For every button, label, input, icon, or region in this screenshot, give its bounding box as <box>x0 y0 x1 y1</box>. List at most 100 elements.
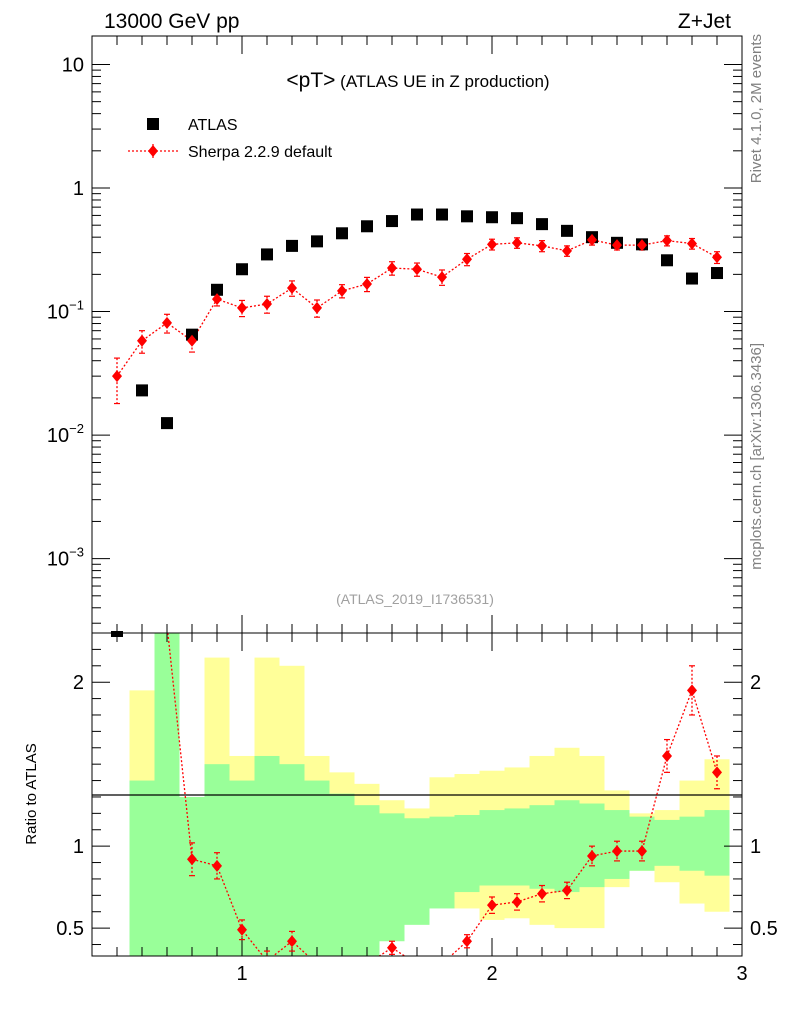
mc-point <box>187 334 197 347</box>
chart-title: <pT> (ATLAS UE in Z production) <box>286 69 549 92</box>
inner-uncertainty-band <box>654 819 680 866</box>
y-tick-label-base: 10 <box>47 549 69 571</box>
y-tick-label-base: 1 <box>73 178 84 200</box>
ratio-mc-point <box>512 895 522 908</box>
ratio-mc-point <box>612 845 622 858</box>
mc-point <box>712 251 722 264</box>
atlas-data-point <box>436 208 448 221</box>
header-right-label: Z+Jet <box>678 10 731 33</box>
ratio-mc-line <box>167 633 718 956</box>
inner-uncertainty-band <box>329 793 355 956</box>
mc-point <box>512 236 522 249</box>
inner-uncertainty-band <box>479 810 505 886</box>
inner-uncertainty-band <box>304 780 330 956</box>
atlas-data-point <box>211 283 223 296</box>
inner-uncertainty-band <box>454 814 480 893</box>
y-tick-label-exponent: −3 <box>69 545 84 560</box>
atlas-data-point <box>661 254 673 267</box>
mc-point <box>412 263 422 276</box>
mcplots-label: mcplots.cern.ch [arXiv:1306.3436] <box>748 343 765 570</box>
ratio-mc-point <box>462 935 472 948</box>
inner-uncertainty-band <box>604 810 630 879</box>
ratio-ticks: 0.5 0.5 1 1 2 2 1 2 3 <box>56 633 778 985</box>
mc-point <box>612 239 622 252</box>
legend-data-marker <box>147 118 159 130</box>
ratio-mc-point <box>187 853 197 866</box>
ratio-mc-point <box>687 684 697 697</box>
y-tick-label: 10 <box>62 54 84 76</box>
y-tick-label: 10−2 <box>47 421 84 447</box>
atlas-data-point <box>311 235 323 248</box>
ratio-y-tick-label-right: 0.5 <box>750 918 778 940</box>
inner-uncertainty-band <box>554 800 580 893</box>
ratio-bands <box>129 633 730 956</box>
inner-uncertainty-band <box>254 755 280 956</box>
inner-uncertainty-band <box>679 816 705 871</box>
mc-point <box>312 301 322 314</box>
ratio-mc-point <box>287 935 297 948</box>
legend-mc-label: Sherpa 2.2.9 default <box>188 144 333 161</box>
mc-point <box>237 301 247 314</box>
atlas-data-point <box>686 272 698 285</box>
ratio-mc-point <box>212 859 222 872</box>
atlas-data-point <box>236 263 248 276</box>
ratio-plot-frame <box>91 632 743 957</box>
y-tick-label-base: 10 <box>47 425 69 447</box>
ratio-plot: 0.5 0.5 1 1 2 2 1 2 3 Ratio to ATLAS <box>23 632 778 985</box>
atlas-data-point <box>386 215 398 228</box>
mc-point <box>212 293 222 306</box>
ratio-y-tick-label: 0.5 <box>56 918 84 940</box>
inner-uncertainty-band <box>279 764 305 956</box>
mc-point <box>537 239 547 252</box>
mc-point <box>437 271 447 284</box>
inner-uncertainty-band <box>629 816 655 871</box>
mc-point <box>262 298 272 311</box>
atlas-data-point <box>286 239 298 252</box>
y-tick-label: 10−1 <box>47 298 84 324</box>
atlas-data-point <box>461 210 473 223</box>
chart-title-main: <pT> <box>286 69 335 92</box>
inner-uncertainty-band <box>579 803 605 888</box>
legend-data-label: ATLAS <box>188 117 238 134</box>
ratio-y-tick-label-right: 1 <box>750 836 761 858</box>
y-tick-label-exponent: −1 <box>69 298 84 313</box>
y-tick-label-exponent: −2 <box>69 421 84 436</box>
inner-uncertainty-band <box>179 796 205 956</box>
x-tick-label: 2 <box>486 963 497 985</box>
y-tick-label: 1 <box>73 178 84 200</box>
ratio-mc-point <box>562 884 572 897</box>
inner-uncertainty-band <box>529 805 555 889</box>
y-tick-label: 10−3 <box>47 545 84 571</box>
y-tick-label-base: 10 <box>62 54 84 76</box>
atlas-data-point <box>161 417 173 430</box>
atlas-data-point <box>186 328 198 341</box>
ratio-mc-point <box>712 766 722 779</box>
y-tick-label-base: 10 <box>47 302 69 324</box>
inner-uncertainty-band <box>704 810 730 876</box>
ratio-y-tick-label-right: 2 <box>750 672 761 694</box>
header-left-label: 13000 GeV pp <box>104 10 239 33</box>
ratio-mc-point <box>387 941 397 954</box>
mc-point <box>562 244 572 257</box>
legend-mc-marker <box>148 145 158 157</box>
ratio-y-tick-label: 1 <box>73 836 84 858</box>
ratio-mc-point <box>537 887 547 900</box>
inner-uncertainty-band <box>404 818 430 925</box>
x-tick-label: 1 <box>236 963 247 985</box>
inner-uncertainty-band <box>354 805 380 956</box>
ratio-mc-series-line <box>167 633 718 956</box>
mc-point <box>337 284 347 297</box>
legend: ATLAS Sherpa 2.2.9 default <box>128 117 333 161</box>
ratio-mc-point <box>237 923 247 936</box>
mc-point <box>687 237 697 250</box>
mc-point <box>662 234 672 247</box>
inner-uncertainty-band <box>129 780 155 956</box>
atlas-data-point <box>261 248 273 261</box>
mc-point <box>487 238 497 251</box>
ratio-y-tick-label: 2 <box>73 672 84 694</box>
mc-points <box>112 233 722 383</box>
mc-point <box>137 334 147 347</box>
atlas-data-point <box>536 218 548 231</box>
mc-point <box>462 253 472 266</box>
inner-uncertainty-band <box>379 813 405 942</box>
